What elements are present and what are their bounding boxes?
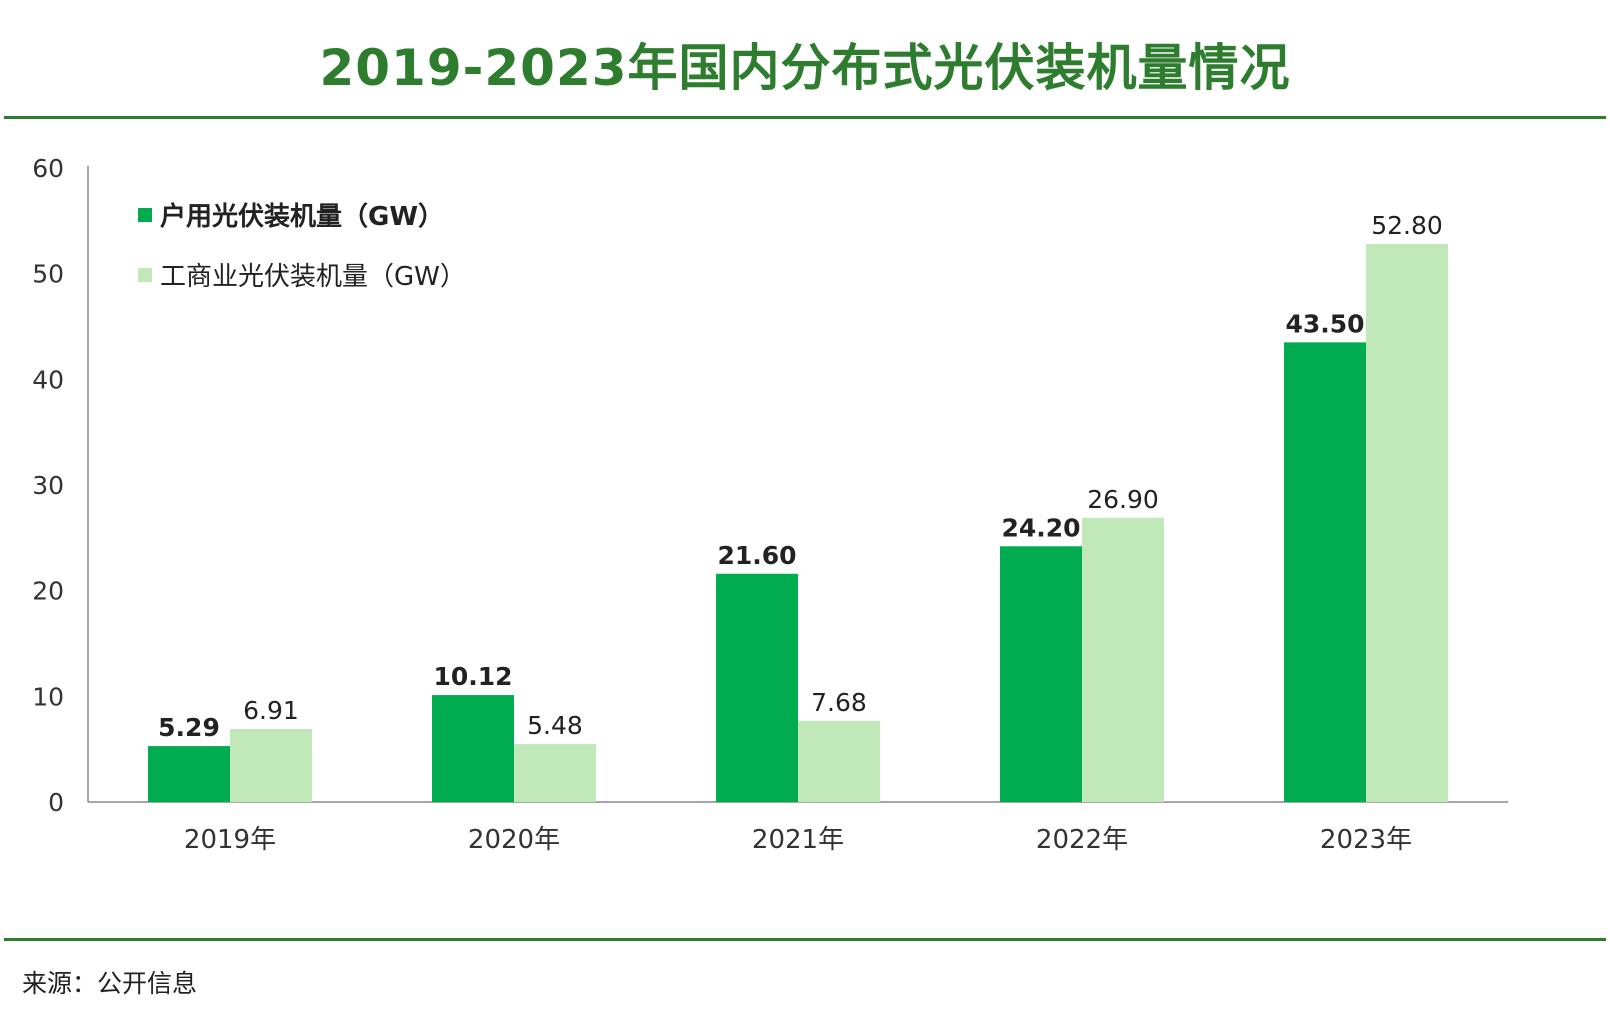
- data-label-commercial: 52.80: [1371, 211, 1443, 240]
- bottom-divider: [4, 938, 1606, 941]
- source-note: 来源：公开信息: [22, 969, 198, 998]
- bar-commercial: [230, 728, 312, 802]
- y-tick-label: 60: [32, 154, 64, 183]
- data-label-residential: 10.12: [433, 662, 512, 691]
- bar-residential: [148, 746, 230, 802]
- data-label-commercial: 5.48: [527, 711, 583, 740]
- bar-residential: [432, 695, 514, 802]
- y-tick-label: 30: [32, 471, 64, 500]
- chart-title: 2019-2023年国内分布式光伏装机量情况: [319, 39, 1291, 97]
- y-tick-label: 20: [32, 577, 64, 606]
- data-label-commercial: 7.68: [811, 688, 867, 717]
- x-tick-label: 2021年: [752, 825, 844, 855]
- legend-item-commercial: 工商业光伏装机量（GW）: [138, 256, 466, 293]
- data-label-commercial: 6.91: [243, 696, 299, 725]
- y-tick-label: 10: [32, 682, 64, 711]
- bar-residential: [716, 573, 798, 802]
- data-label-residential: 43.50: [1285, 309, 1364, 338]
- x-tick-label: 2019年: [184, 825, 276, 855]
- bar-commercial: [514, 744, 596, 802]
- legend-item-residential: 户用光伏装机量（GW）: [138, 196, 444, 233]
- legend-swatch-commercial: [138, 267, 152, 282]
- data-label-residential: 24.20: [1001, 513, 1080, 542]
- y-tick-label: 0: [48, 788, 64, 817]
- legend-label-residential: 户用光伏装机量（GW）: [160, 202, 445, 232]
- x-tick-label: 2022年: [1036, 825, 1128, 855]
- bar-commercial: [1082, 517, 1164, 802]
- bar-commercial: [1366, 244, 1448, 802]
- legend-label-commercial: 工商业光伏装机量（GW）: [160, 262, 466, 292]
- bar-chart: 0 10 20 30 40 50 60 5.29 6.91 2019年 10.12 5.48 2020年…: [32, 154, 1508, 855]
- y-tick-label: 40: [32, 365, 64, 394]
- bar-commercial: [798, 720, 880, 802]
- y-tick-label: 50: [32, 260, 64, 289]
- x-tick-label: 2023年: [1320, 825, 1412, 855]
- data-label-residential: 21.60: [717, 541, 796, 570]
- legend-swatch-residential: [138, 207, 152, 222]
- data-label-residential: 5.29: [158, 713, 220, 742]
- data-label-commercial: 26.90: [1087, 485, 1159, 514]
- bar-residential: [1284, 342, 1366, 802]
- x-tick-label: 2020年: [468, 825, 560, 855]
- top-divider: [4, 116, 1606, 119]
- bar-residential: [1000, 546, 1082, 802]
